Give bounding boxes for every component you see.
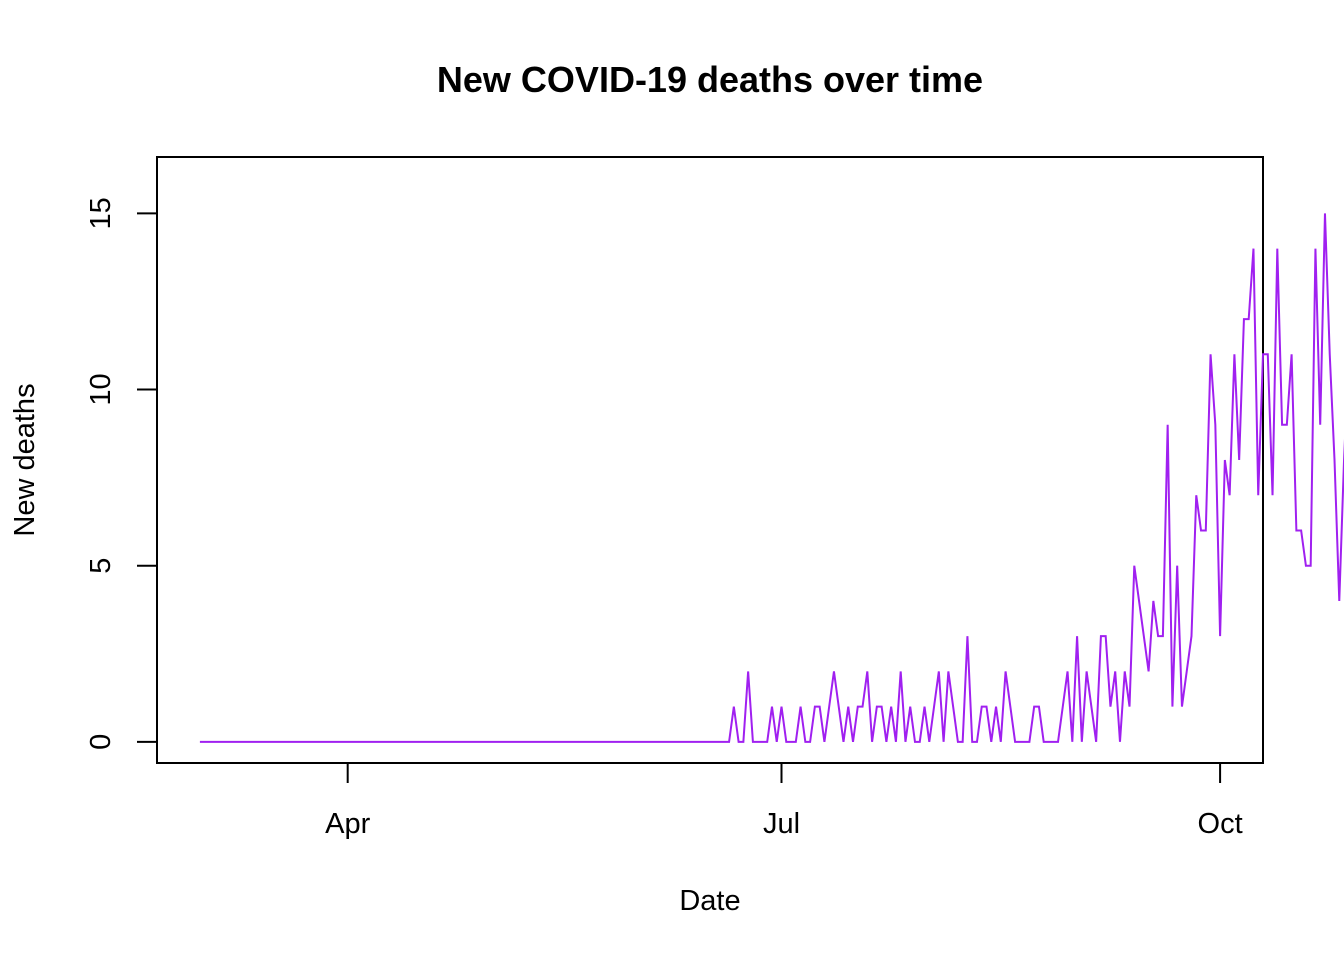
y-tick-label: 0 (85, 734, 117, 750)
plot-frame (156, 156, 1264, 764)
series-line (199, 213, 1344, 743)
y-tick-label: 10 (85, 373, 117, 405)
y-axis-label: New deaths (9, 383, 41, 536)
x-axis-label: Date (679, 885, 740, 917)
y-tick-label: 15 (85, 197, 117, 229)
x-tick-label: Oct (1198, 808, 1243, 840)
y-tick-label: 5 (85, 558, 117, 574)
x-axis: Apr Jul Oct (325, 762, 1243, 840)
chart-title: New COVID-19 deaths over time (437, 59, 983, 100)
x-tick-label: Jul (763, 808, 800, 840)
y-axis: 0 5 10 15 (85, 197, 158, 750)
x-tick-label: Apr (325, 808, 370, 840)
